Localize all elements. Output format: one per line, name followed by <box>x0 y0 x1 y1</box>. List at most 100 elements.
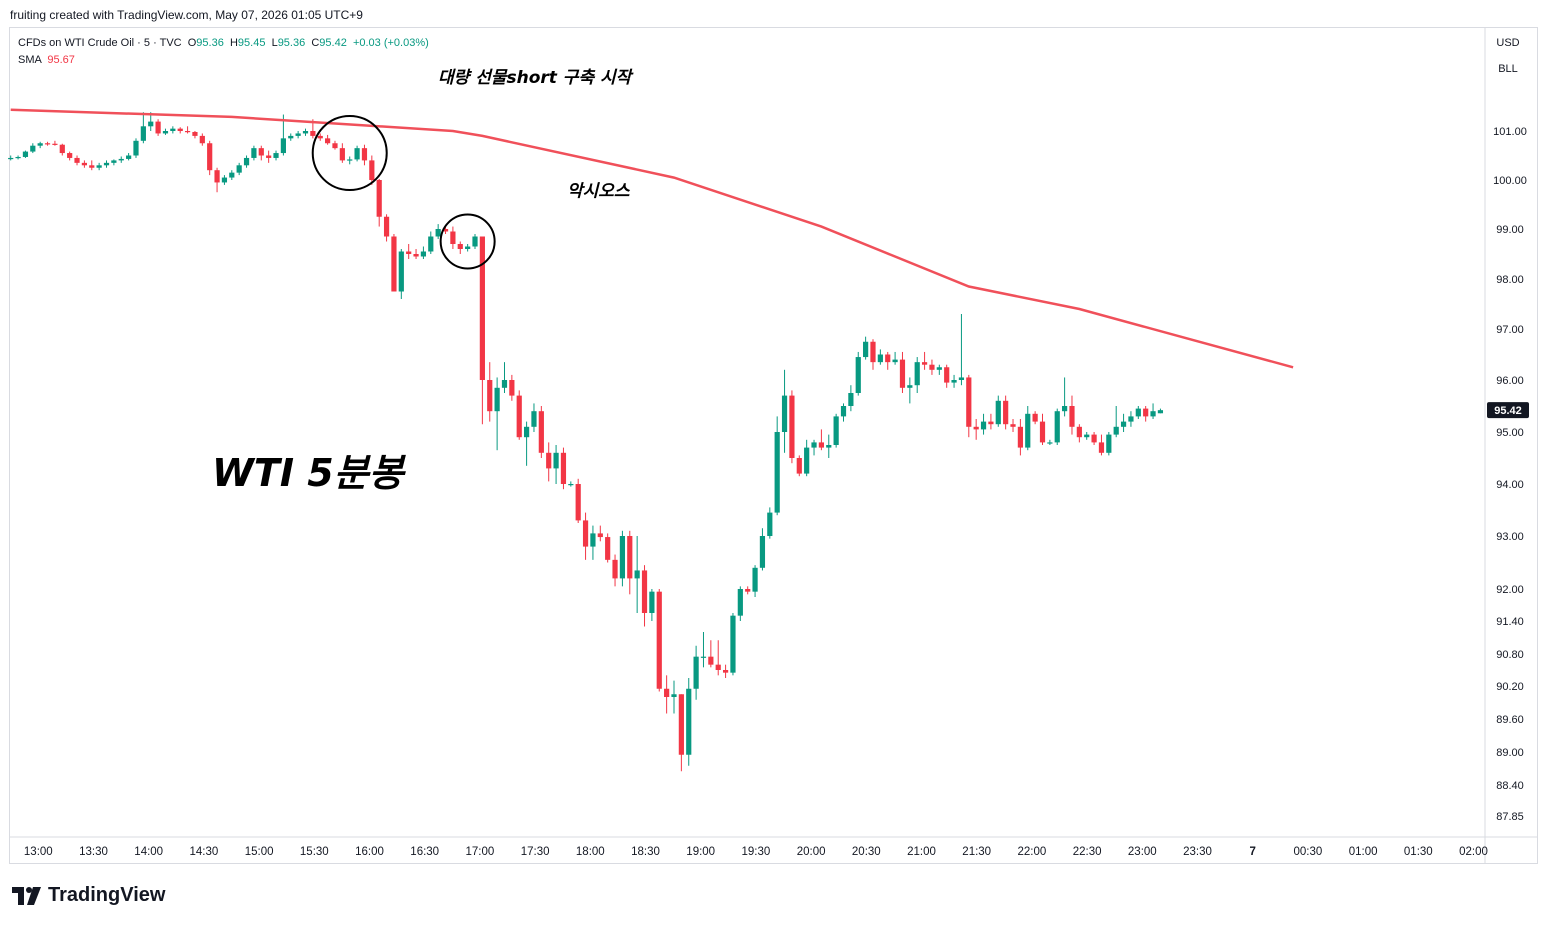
candle-body <box>1157 410 1164 414</box>
candle <box>30 143 36 154</box>
candle-body <box>1010 424 1016 427</box>
candle-body <box>501 380 508 388</box>
x-tick-label: 14:30 <box>190 846 219 858</box>
candle <box>295 131 301 139</box>
candle-body <box>833 416 839 445</box>
candle-body <box>686 688 692 755</box>
candle <box>317 133 323 141</box>
x-tick-label: 18:00 <box>576 846 605 858</box>
candle-body <box>207 143 213 171</box>
candle <box>229 170 235 180</box>
candle-body <box>524 426 530 438</box>
legend-sma-row[interactable]: SMA 95.67 <box>18 52 429 69</box>
candle-body <box>553 452 559 469</box>
candle-body <box>966 377 972 427</box>
x-tick-label: 00:30 <box>1294 846 1323 858</box>
candle-body <box>273 153 279 158</box>
y-tick-label: 98.00 <box>1496 274 1524 286</box>
candle <box>1143 406 1149 422</box>
unit-button[interactable]: BLL <box>1498 63 1518 75</box>
candle <box>1076 424 1082 443</box>
candle-body <box>568 484 574 486</box>
price-axis[interactable]: 101.00 100.00 99.00 98.00 97.00 96.00 95.00 94.… <box>1493 126 1527 823</box>
y-tick-label: 88.40 <box>1496 780 1524 792</box>
candle-body <box>700 656 707 658</box>
candle <box>509 374 515 401</box>
tradingview-logo[interactable]: TradingView <box>12 884 165 907</box>
candle-body <box>877 354 883 363</box>
candle <box>899 351 906 393</box>
candle <box>597 525 603 542</box>
candle <box>487 362 493 422</box>
candle <box>266 150 272 163</box>
candle <box>619 530 626 587</box>
candle <box>767 507 773 539</box>
y-tick-label: 87.85 <box>1496 811 1524 823</box>
candle <box>1120 413 1127 432</box>
candle-body <box>361 148 368 161</box>
candle-body <box>288 135 294 139</box>
candle-body <box>678 694 684 755</box>
candle-body <box>988 421 994 425</box>
time-axis[interactable]: 13:00 13:30 14:00 14:30 15:00 15:30 16:00 16:30… <box>24 846 1488 858</box>
candle <box>531 403 537 432</box>
candle <box>1069 395 1075 435</box>
candle-body <box>89 165 95 168</box>
candle-body <box>1003 400 1009 425</box>
candle-body <box>781 395 788 432</box>
candle <box>1113 406 1119 438</box>
candle <box>435 224 441 239</box>
candle <box>708 640 714 668</box>
candle <box>568 481 574 487</box>
candle <box>516 390 522 440</box>
candle-body <box>383 216 390 237</box>
candle <box>656 589 662 692</box>
candle-body <box>472 236 478 247</box>
candle <box>759 528 766 571</box>
candle <box>369 155 375 185</box>
legend-low-label: L <box>271 37 278 49</box>
candle <box>111 159 117 166</box>
candle <box>383 214 390 242</box>
legend-open: 95.36 <box>196 37 224 49</box>
candle <box>81 160 87 168</box>
x-tick-label: 17:30 <box>521 846 550 858</box>
candle-body <box>258 148 264 156</box>
candle <box>1157 408 1164 414</box>
candle-body <box>921 362 928 365</box>
candle-body <box>494 387 500 412</box>
candle-body <box>774 432 780 513</box>
candle <box>37 141 43 149</box>
candle-body <box>1098 442 1105 453</box>
candle <box>89 160 95 171</box>
tradingview-logo-text: TradingView <box>48 884 166 906</box>
candle-body <box>737 589 743 616</box>
candle <box>1003 395 1009 430</box>
candle <box>980 413 987 435</box>
legend-symbol[interactable]: CFDs on WTI Crude Oil · 5 · TVC <box>18 37 182 49</box>
candle-body <box>140 126 146 141</box>
candle <box>538 406 544 458</box>
legend-high: 95.45 <box>237 37 266 49</box>
y-tick-label: 89.60 <box>1496 714 1524 726</box>
candle <box>553 445 559 484</box>
candle <box>442 226 449 234</box>
candle <box>958 314 965 386</box>
candle <box>700 632 707 668</box>
candle-body <box>929 364 935 370</box>
candle <box>103 160 110 168</box>
x-tick-label: 15:00 <box>245 846 274 858</box>
candle <box>1091 432 1097 445</box>
candle-body <box>958 377 965 380</box>
candle <box>590 525 596 560</box>
y-tick-label: 96.00 <box>1496 375 1524 387</box>
candle-body <box>914 362 920 386</box>
candle-body <box>582 520 589 547</box>
candle <box>634 536 640 613</box>
candle-body <box>44 143 51 145</box>
currency-button[interactable]: USD <box>1496 37 1520 49</box>
candle <box>907 377 913 404</box>
y-tick-label: 90.80 <box>1496 649 1524 661</box>
candle-body <box>855 357 861 393</box>
